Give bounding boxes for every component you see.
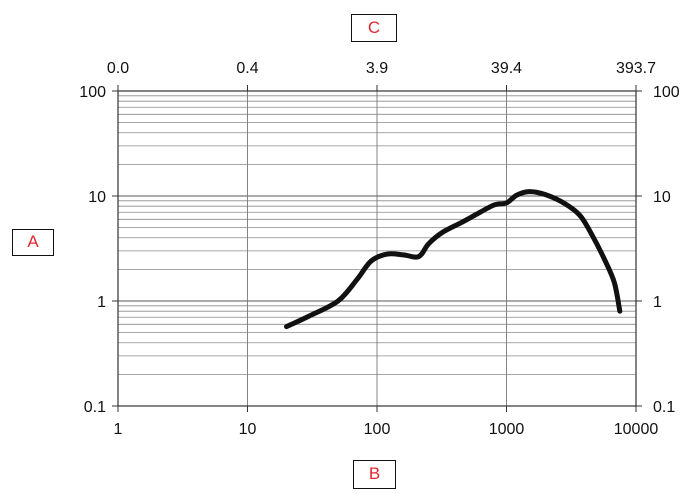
x-tick-label: 10: [239, 421, 257, 438]
top-axis-label: C: [351, 14, 397, 42]
y-tick-label: 10: [88, 189, 106, 206]
grid: [117, 91, 637, 407]
right-tick-label: 1: [653, 294, 662, 311]
series-line: [283, 189, 623, 330]
y-tick-label: 1: [97, 294, 106, 311]
series-layer: [283, 189, 623, 330]
top-tick-label: 39.4: [491, 60, 522, 77]
x-tick-label: 1: [114, 421, 123, 438]
y-tick-label: 100: [79, 84, 106, 101]
y-tick-label: 0.1: [84, 399, 106, 416]
axis-ticks: 1 10 100 1000 10000 0.0 0.4 3.9 39.4 393.7 0.1 0.1 1…: [79, 60, 680, 438]
right-tick-label: 0.1: [653, 399, 675, 416]
top-tick-label: 0.0: [107, 60, 129, 77]
top-tick-label: 0.4: [236, 60, 258, 77]
right-tick-label: 100: [653, 84, 680, 101]
right-tick-label: 10: [653, 189, 671, 206]
x-axis-label: B: [353, 460, 396, 489]
top-tick-label: 3.9: [366, 60, 388, 77]
x-tick-label: 10000: [614, 421, 659, 438]
top-tick-label: 393.7: [616, 60, 656, 77]
x-tick-label: 1000: [489, 421, 525, 438]
x-tick-label: 100: [364, 421, 391, 438]
y-axis-label: A: [12, 229, 54, 256]
